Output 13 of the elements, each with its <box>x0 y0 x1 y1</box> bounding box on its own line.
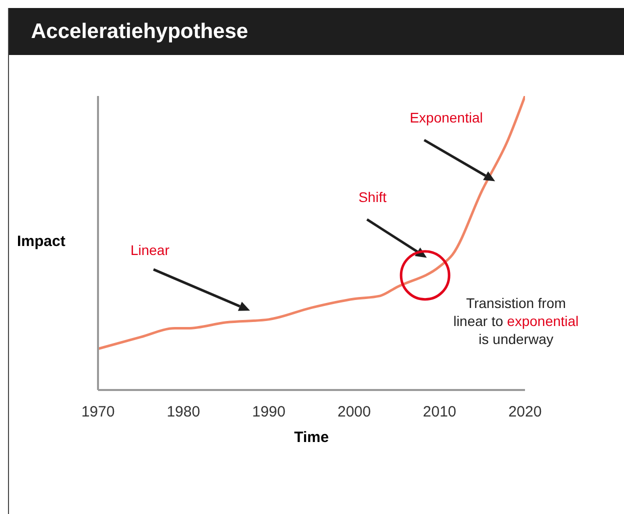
x-tick-label: 1970 <box>81 404 115 421</box>
annotation: Shift <box>358 188 387 205</box>
x-tick-label: 2020 <box>508 404 542 421</box>
x-tick-label: 1980 <box>166 404 200 421</box>
x-tick-label: 2010 <box>422 404 456 421</box>
y-axis-title: Impact <box>17 233 66 250</box>
annotation: Linear <box>130 242 170 258</box>
x-axis-title: Time <box>293 429 330 446</box>
x-tick-label: 1990 <box>252 404 286 421</box>
x-tick-label: 2000 <box>338 404 371 421</box>
annotation: Exponential <box>410 109 483 126</box>
text: Transistion from linear to exponential is underway <box>453 295 579 347</box>
chart-title: Acceleratiehypothese <box>9 8 624 55</box>
